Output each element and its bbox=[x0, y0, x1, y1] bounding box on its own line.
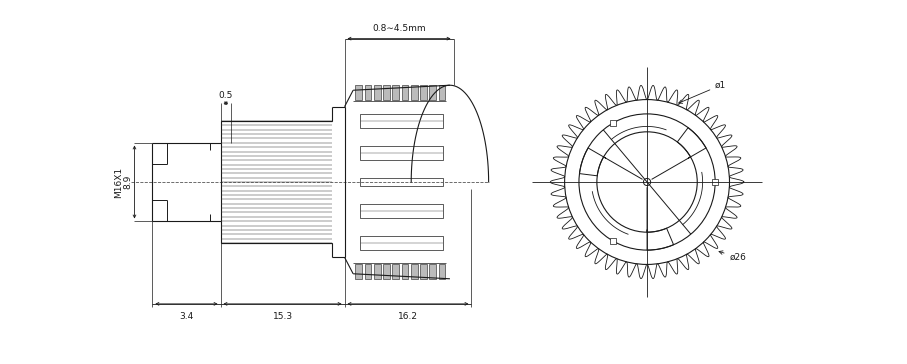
Bar bbox=[420, 264, 427, 279]
Bar bbox=[402, 264, 408, 279]
Bar bbox=[393, 85, 399, 100]
Bar bbox=[365, 85, 372, 100]
Bar bbox=[610, 120, 616, 126]
Bar bbox=[438, 264, 445, 279]
Bar bbox=[360, 114, 443, 128]
Bar bbox=[402, 85, 408, 100]
Text: 0.5: 0.5 bbox=[219, 91, 233, 100]
Text: M16X1: M16X1 bbox=[114, 166, 123, 198]
Bar bbox=[360, 178, 443, 186]
Text: ø26: ø26 bbox=[719, 251, 746, 262]
Bar bbox=[420, 85, 427, 100]
Bar bbox=[356, 264, 362, 279]
Bar bbox=[360, 236, 443, 250]
Text: ø1: ø1 bbox=[678, 81, 727, 103]
Bar bbox=[365, 264, 372, 279]
Bar bbox=[712, 179, 718, 185]
Bar bbox=[411, 85, 418, 100]
Text: 15.3: 15.3 bbox=[272, 312, 293, 321]
Bar bbox=[429, 264, 436, 279]
Bar bbox=[360, 203, 443, 218]
Bar bbox=[429, 85, 436, 100]
Text: 16.2: 16.2 bbox=[398, 312, 418, 321]
Text: 8.9: 8.9 bbox=[123, 175, 132, 189]
Bar bbox=[374, 85, 381, 100]
Bar bbox=[393, 264, 399, 279]
Text: 3.4: 3.4 bbox=[180, 312, 193, 321]
Text: 0.8∼4.5mm: 0.8∼4.5mm bbox=[372, 24, 425, 33]
Bar bbox=[438, 85, 445, 100]
Bar bbox=[374, 264, 381, 279]
Bar bbox=[610, 238, 616, 244]
Bar bbox=[383, 85, 390, 100]
Bar bbox=[383, 264, 390, 279]
Bar bbox=[360, 146, 443, 161]
Bar bbox=[356, 85, 362, 100]
Bar bbox=[411, 264, 418, 279]
